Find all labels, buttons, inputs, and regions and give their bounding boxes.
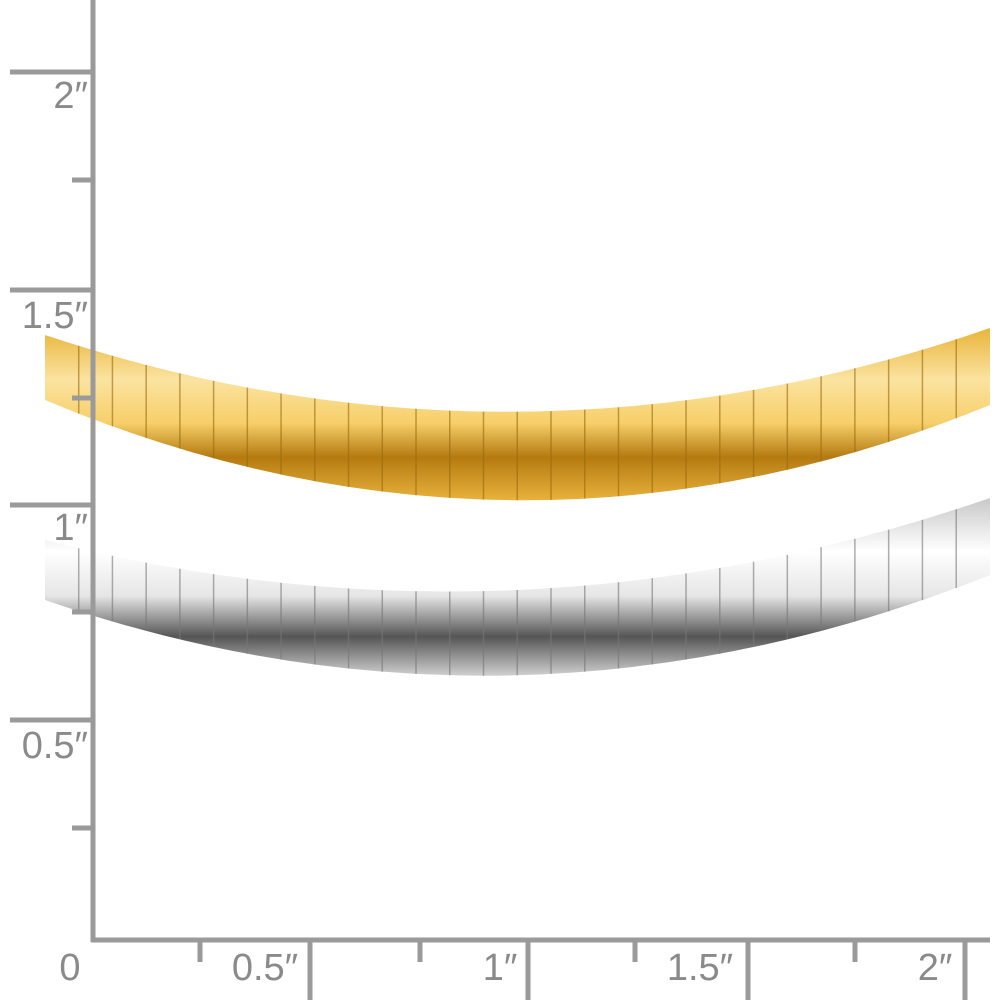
ruler-label: 0.5″ (232, 947, 298, 989)
ruler-label: 1″ (483, 947, 518, 989)
ruler-label: 1.5″ (22, 295, 88, 337)
ruler-label: 0.5″ (22, 725, 88, 767)
ruler-label: 0 (59, 947, 80, 989)
necklaces (45, 328, 990, 676)
ruler-label: 2″ (53, 75, 88, 117)
ruler-label: 1.5″ (667, 947, 733, 989)
ruler: 2″ 1.5″ 1″ 0.5″ 0 0.5″ 1″ 1.5″ 2″ (10, 0, 990, 1000)
ruler-label: 2″ (918, 947, 953, 989)
ruler-label: 1″ (53, 507, 88, 549)
